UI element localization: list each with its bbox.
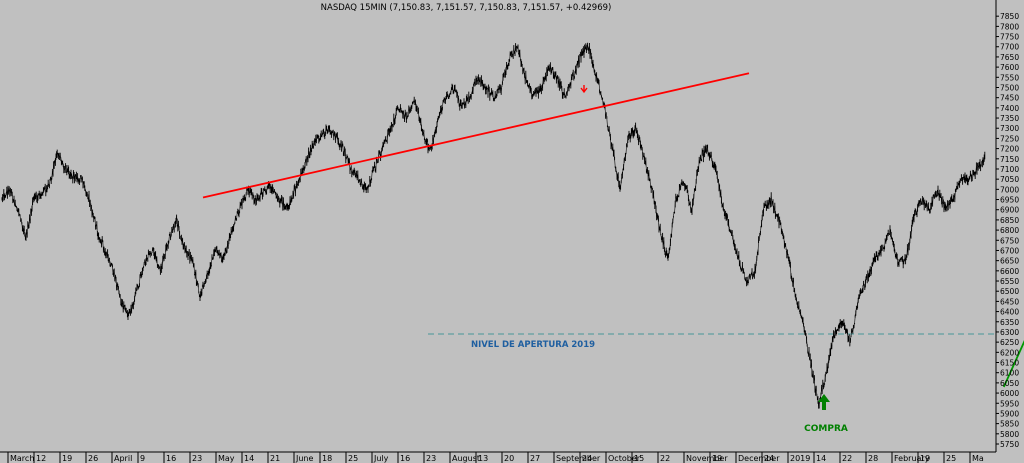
x-tick-label: 9 bbox=[140, 454, 145, 463]
y-tick-label: 7500 bbox=[1000, 83, 1019, 92]
y-tick-label: 6250 bbox=[1000, 338, 1019, 347]
x-tick-label: July bbox=[373, 454, 389, 463]
y-tick-label: 6050 bbox=[1000, 379, 1019, 388]
x-tick-label: 21 bbox=[270, 454, 280, 463]
y-tick-label: 5800 bbox=[1000, 430, 1019, 439]
x-tick-label: 25 bbox=[348, 454, 358, 463]
x-tick-label: June bbox=[295, 454, 314, 463]
x-tick-label: 19 bbox=[920, 454, 930, 463]
y-tick-label: 6650 bbox=[1000, 257, 1019, 266]
x-tick-label: 28 bbox=[868, 454, 878, 463]
y-tick-label: 6200 bbox=[1000, 348, 1019, 357]
x-tick-label: 19 bbox=[62, 454, 72, 463]
x-tick-label: 26 bbox=[88, 454, 98, 463]
x-tick-label: 12 bbox=[36, 454, 46, 463]
y-tick-label: 7300 bbox=[1000, 124, 1019, 133]
y-tick-label: 7650 bbox=[1000, 53, 1019, 62]
x-tick-label: October bbox=[608, 454, 641, 463]
y-tick-label: 5950 bbox=[1000, 399, 1019, 408]
x-tick-label: 25 bbox=[946, 454, 956, 463]
x-tick-label: May bbox=[218, 454, 235, 463]
x-tick-label: March bbox=[10, 454, 34, 463]
y-tick-label: 7000 bbox=[1000, 185, 1019, 194]
x-tick-label: 22 bbox=[842, 454, 852, 463]
x-tick-label: 20 bbox=[504, 454, 514, 463]
y-tick-label: 7600 bbox=[1000, 63, 1019, 72]
y-tick-label: 6350 bbox=[1000, 318, 1019, 327]
y-tick-label: 5850 bbox=[1000, 420, 1019, 429]
plot-background bbox=[0, 0, 996, 452]
y-tick-label: 7400 bbox=[1000, 104, 1019, 113]
x-tick-label: 16 bbox=[166, 454, 176, 463]
x-tick-label: 16 bbox=[400, 454, 410, 463]
price-line bbox=[1, 44, 986, 407]
x-tick-label: 14 bbox=[816, 454, 826, 463]
y-tick-label: 6950 bbox=[1000, 196, 1019, 205]
x-tick-label: 24 bbox=[582, 454, 592, 463]
x-tick-label: December bbox=[738, 454, 780, 463]
y-tick-label: 6800 bbox=[1000, 226, 1019, 235]
y-tick-label: 7800 bbox=[1000, 22, 1019, 31]
y-tick-label: 6500 bbox=[1000, 287, 1019, 296]
x-tick-label: February bbox=[894, 454, 930, 463]
red-down-arrow-icon bbox=[580, 85, 588, 94]
y-tick-label: 7450 bbox=[1000, 94, 1019, 103]
x-axis: March 12 19 26 April 9 16 23 May 14 21 June 18 25 July… bbox=[7, 452, 984, 463]
x-tick-label: 23 bbox=[426, 454, 436, 463]
y-tick-label: 5900 bbox=[1000, 409, 1019, 418]
chart-title: NASDAQ 15MIN (7,150.83, 7,151.57, 7,150.… bbox=[321, 3, 612, 13]
y-tick-label: 6550 bbox=[1000, 277, 1019, 286]
y-tick-label: 7700 bbox=[1000, 43, 1019, 52]
x-tick-label: 27 bbox=[530, 454, 540, 463]
y-tick-label: 6150 bbox=[1000, 359, 1019, 368]
opening-level-label: NIVEL DE APERTURA 2019 bbox=[471, 340, 595, 350]
x-tick-label: November bbox=[686, 454, 728, 463]
y-tick-label: 6850 bbox=[1000, 216, 1019, 225]
green-up-arrow-icon bbox=[818, 394, 830, 410]
y-tick-label: 5750 bbox=[1000, 440, 1019, 449]
x-tick-label: 15 bbox=[634, 454, 644, 463]
x-tick-label: 13 bbox=[478, 454, 488, 463]
x-tick-label: 19 bbox=[712, 454, 722, 463]
y-tick-label: 6000 bbox=[1000, 389, 1019, 398]
y-tick-label: 6300 bbox=[1000, 328, 1019, 337]
y-tick-label: 7250 bbox=[1000, 134, 1019, 143]
compra-label: COMPRA bbox=[804, 424, 848, 434]
x-tick-label: April bbox=[114, 454, 132, 463]
y-tick-label: 6400 bbox=[1000, 308, 1019, 317]
y-tick-label: 7150 bbox=[1000, 155, 1019, 164]
x-tick-label: September bbox=[556, 454, 601, 463]
y-tick-label: 6600 bbox=[1000, 267, 1019, 276]
y-tick-label: 7750 bbox=[1000, 33, 1019, 42]
x-tick-label: 24 bbox=[764, 454, 774, 463]
y-tick-label: 7200 bbox=[1000, 145, 1019, 154]
y-tick-label: 7050 bbox=[1000, 175, 1019, 184]
x-tick-label: Ma bbox=[972, 454, 984, 463]
y-tick-label: 7850 bbox=[1000, 12, 1019, 21]
x-tick-label: August bbox=[452, 454, 480, 463]
y-tick-label: 6900 bbox=[1000, 206, 1019, 215]
x-tick-label: 2019 bbox=[790, 454, 810, 463]
trendline bbox=[202, 72, 750, 199]
y-tick-label: 6700 bbox=[1000, 246, 1019, 255]
trendline bbox=[1002, 340, 1024, 388]
y-tick-label: 6750 bbox=[1000, 236, 1019, 245]
price-series bbox=[1, 42, 986, 409]
trendlines bbox=[202, 72, 1024, 388]
y-tick-label: 7550 bbox=[1000, 73, 1019, 82]
x-tick-label: 22 bbox=[660, 454, 670, 463]
y-tick-label: 6450 bbox=[1000, 297, 1019, 306]
y-tick-label: 7100 bbox=[1000, 165, 1019, 174]
x-tick-label: 14 bbox=[244, 454, 254, 463]
y-tick-label: 6100 bbox=[1000, 369, 1019, 378]
y-tick-label: 7350 bbox=[1000, 114, 1019, 123]
x-tick-label: 18 bbox=[322, 454, 332, 463]
x-tick-label: 23 bbox=[192, 454, 202, 463]
